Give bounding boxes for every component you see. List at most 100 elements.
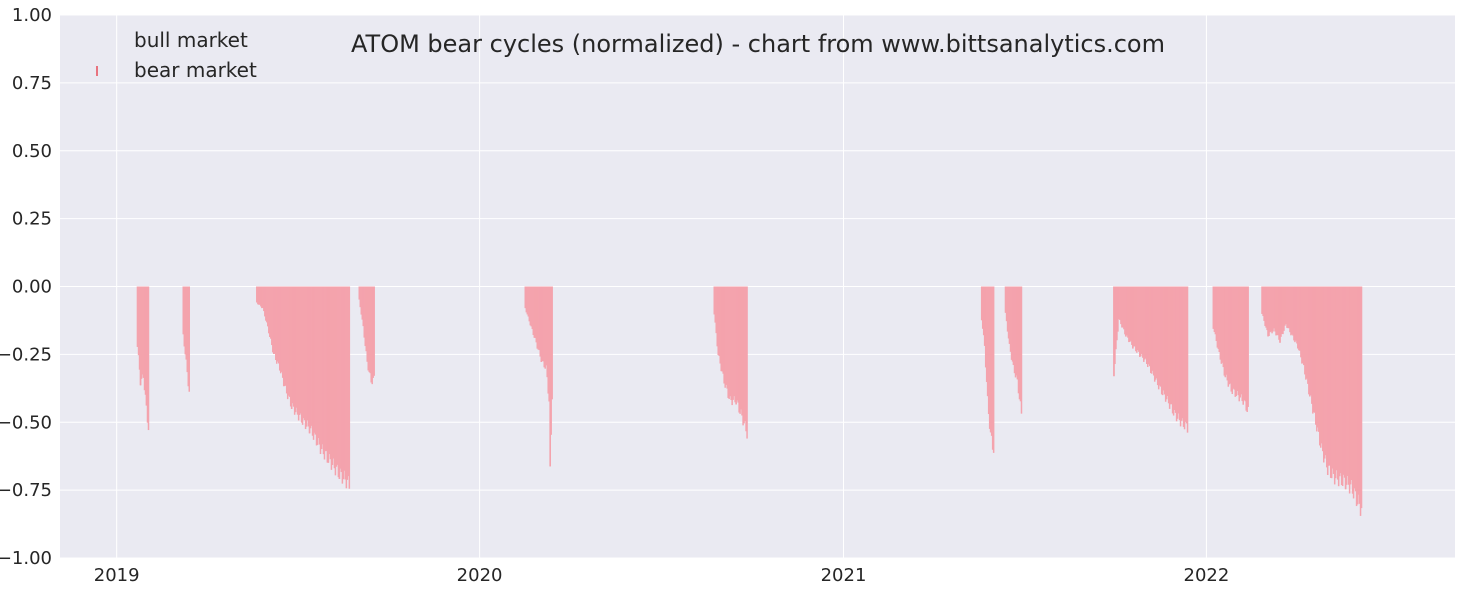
bear-market-bar [325,286,328,452]
bear-market-bar [312,286,315,440]
bear-market-bar [139,286,142,386]
bear-market-bar [728,286,730,399]
bear-market-bar [1311,286,1313,404]
bear-market-bar [991,286,994,450]
bear-market-bar [1360,286,1363,509]
bear-market-bar [144,286,147,395]
bear-market-bar [1275,286,1277,336]
bear-market-bar [1004,286,1007,313]
bear-market-bar [360,286,363,315]
bear-market-bar [364,286,366,347]
bear-market-bar [1264,286,1266,327]
bear-market-bar [261,286,263,309]
bear-market-bar [729,286,731,397]
bear-market-bar [1173,286,1176,410]
bear-market-bar [1263,286,1265,321]
bear-market-bar [1285,286,1287,325]
bear-market-bar [1171,286,1174,414]
bear-market-bar [275,286,277,361]
bear-market-bar [533,286,536,338]
bear-market-bar [1017,286,1020,394]
bear-market-bar [1242,286,1244,405]
bear-market-bar [257,286,259,305]
bear-market-bar [980,286,983,321]
bear-market-bar [987,286,990,415]
bear-market-bar [1281,286,1283,334]
bear-market-bar [1243,286,1245,401]
bear-market-bar [1235,286,1238,397]
bear-market-bar [1222,286,1225,368]
bear-market-bar [342,286,345,480]
bear-market-bar [268,286,270,334]
legend-bear-market-label: bear market [134,58,257,82]
bear-market-bar [1224,286,1227,378]
bear-market-bar [547,286,549,394]
bear-market-bar [1277,286,1279,336]
bear-market-bar [985,286,988,383]
bear-market-bar [1143,286,1145,362]
bear-market-bar [259,286,261,305]
bear-market-bar [307,286,310,427]
bear-market-bar [534,286,537,338]
bear-market-bar [317,286,320,439]
bear-market-bar [294,286,297,413]
bear-market-bar [1150,286,1153,374]
bear-market-bar [345,286,348,489]
bear-market-bar [140,286,143,379]
bear-market-bar [1338,286,1341,477]
bear-market-bar [537,286,540,350]
bear-market-bar [1270,286,1272,332]
bear-market-bar [1174,286,1177,413]
bear-market-bar [538,286,541,351]
bear-market-bar [1334,286,1337,479]
bear-market-bar [545,286,547,366]
bear-market-bar [737,286,739,403]
bear-market-bar [143,286,146,391]
bear-market-bar [321,286,324,445]
legend-bear-market-marker [96,66,98,76]
bear-market-bar [548,286,550,402]
bear-market-bar [990,286,993,436]
bear-market-bar [716,286,718,347]
bear-market-bar [1272,286,1274,332]
bear-market-bar [280,286,283,372]
bear-market-bar [1157,286,1160,390]
bear-market-bar [322,286,325,455]
bear-market-bar [291,286,294,404]
bear-market-bar [1151,286,1154,371]
bear-market-bar [1296,286,1298,344]
bear-market-bar [1291,286,1293,335]
grid-lines [60,14,1455,559]
bear-market-bar [1293,286,1295,341]
bear-market-bar [1133,286,1135,347]
bear-market-bar [1339,286,1342,474]
bear-market-bar [1156,286,1159,386]
bear-market-bar [988,286,991,429]
bear-market-bar [1015,286,1018,376]
bear-market-bar [1261,286,1263,314]
bear-market-bar [1122,286,1124,328]
bear-market-bar [1343,286,1346,478]
bear-market-bar [1316,286,1318,432]
bear-market-bar [333,286,336,469]
bear-market-bar [981,286,984,329]
bear-market-bar [281,286,284,378]
bear-market-bar [1356,286,1359,505]
bear-market-bar [1331,286,1334,469]
bear-market-bar [1274,286,1276,332]
bear-market-bar [1218,286,1221,352]
bear-market-bar [1359,286,1362,516]
bear-market-bar [274,286,276,354]
bear-market-bar [1160,286,1163,395]
bear-market-bar [1164,286,1167,402]
bear-market-bar [284,286,287,386]
bear-market-bar [982,286,985,336]
bear-market-bar [1184,286,1187,422]
bear-market-bar [184,286,187,355]
bear-market-bar [306,286,309,421]
bear-market-bar [279,286,282,374]
bear-market-bar [1282,286,1284,335]
bear-market-bar [136,286,139,347]
bear-market-bar [299,286,302,414]
bear-market-bar [992,286,995,453]
